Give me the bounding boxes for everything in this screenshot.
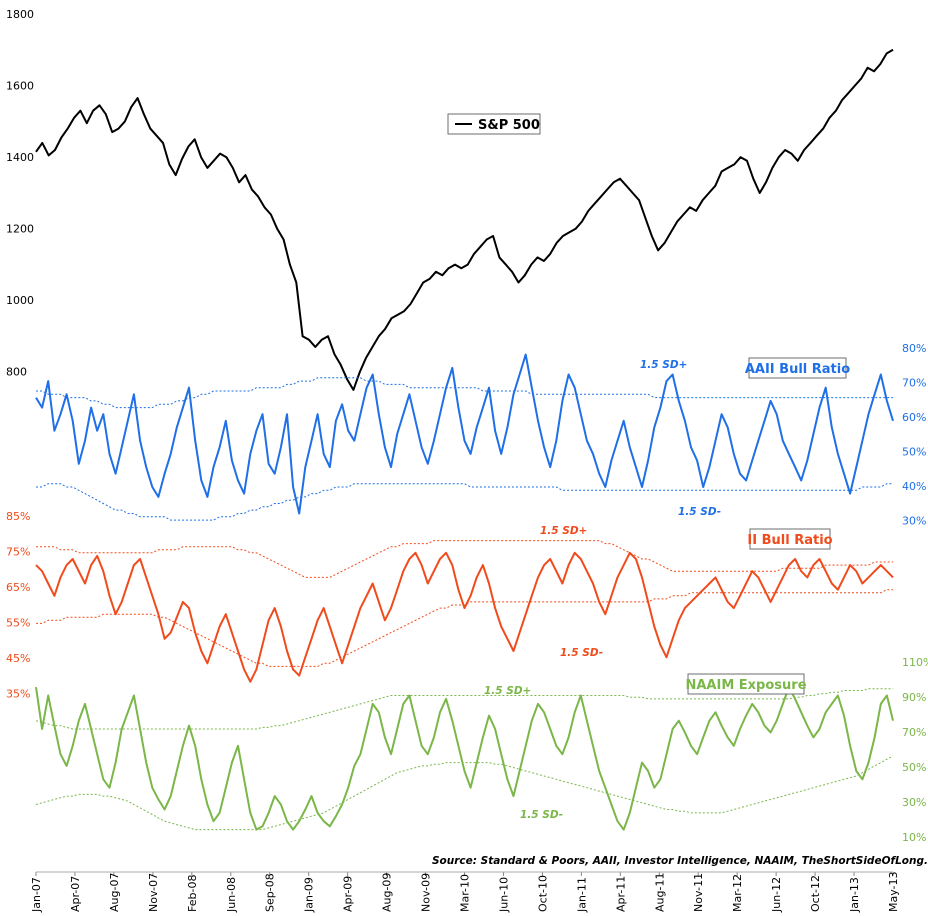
band-label: 1.5 SD- bbox=[678, 506, 721, 518]
source-note: Source: Standard & Poors, AAII, Investor… bbox=[432, 855, 928, 867]
band-label: 1.5 SD+ bbox=[640, 359, 687, 371]
legend-box bbox=[447, 113, 541, 135]
y-tick-label: 50% bbox=[902, 446, 926, 459]
x-tick-label: Nov-09 bbox=[420, 873, 433, 912]
y-tick-label: 1000 bbox=[6, 294, 34, 307]
legend-box bbox=[687, 673, 805, 695]
legend-label: AAII Bull Ratio bbox=[745, 362, 850, 377]
x-tick-label: Jan-11 bbox=[575, 877, 588, 913]
legend-box bbox=[749, 528, 831, 550]
y-tick-label: 45% bbox=[6, 652, 30, 665]
x-tick-label: Aug-11 bbox=[653, 873, 666, 912]
y-tick-label: 30% bbox=[902, 515, 926, 528]
x-tick-label: Jan-13 bbox=[848, 877, 861, 913]
y-tick-label: 90% bbox=[902, 691, 926, 704]
series-line bbox=[35, 48, 894, 391]
x-tick-label: Oct-10 bbox=[536, 875, 549, 912]
y-tick-label: 55% bbox=[6, 617, 30, 630]
y-tick-label: 1600 bbox=[6, 80, 34, 93]
y-tick-label: 10% bbox=[902, 831, 926, 844]
aaii-panel: 80% 70% 60% 50% 40% 30% 1.5 SD+ 1.5 SD- AAII Bul… bbox=[35, 342, 926, 528]
x-tick-label: Jun-08 bbox=[225, 877, 238, 913]
y-tick-label: 35% bbox=[6, 688, 30, 701]
band-line bbox=[36, 540, 893, 578]
x-tick-label: Nov-07 bbox=[147, 873, 160, 912]
x-tick-label: Apr-09 bbox=[342, 876, 355, 912]
y-tick-label: 110% bbox=[902, 656, 928, 669]
legend-box bbox=[748, 357, 847, 379]
sp500-panel: 1800 1600 1400 1200 1000 800 S&P 500 bbox=[6, 8, 894, 391]
y-tick-label: 40% bbox=[902, 480, 926, 493]
x-tick-label: Jan-09 bbox=[303, 877, 316, 913]
legend-label: S&P 500 bbox=[478, 118, 540, 133]
y-tick-label: 1400 bbox=[6, 151, 34, 164]
x-tick-label: Aug-09 bbox=[381, 873, 394, 912]
x-tick-label: Feb-08 bbox=[186, 875, 199, 912]
x-tick-label: Sep-08 bbox=[264, 873, 277, 912]
y-tick-label: 1200 bbox=[6, 223, 34, 236]
legend-label: II Bull Ratio bbox=[747, 533, 832, 548]
naaim-panel: 110% 90% 70% 50% 30% 10% 1.5 SD+ 1.5 SD- NAAIM E… bbox=[35, 656, 928, 844]
x-tick-label: Apr-11 bbox=[614, 876, 627, 912]
y-tick-label: 50% bbox=[902, 761, 926, 774]
legend-label: NAAIM Exposure bbox=[685, 678, 806, 693]
x-tick-label: Aug-07 bbox=[108, 873, 121, 912]
series-line bbox=[35, 686, 894, 831]
y-tick-label: 85% bbox=[6, 510, 30, 523]
band-label: 1.5 SD+ bbox=[540, 525, 587, 537]
y-tick-label: 75% bbox=[6, 546, 30, 559]
x-tick-label: Apr-07 bbox=[69, 876, 82, 912]
band-label: 1.5 SD+ bbox=[484, 685, 531, 697]
series-line bbox=[35, 551, 894, 683]
x-tick-label: Nov-11 bbox=[692, 873, 705, 912]
x-tick-label: May-13 bbox=[887, 871, 900, 912]
x-tick-label: Jun-10 bbox=[497, 877, 510, 913]
y-tick-label: 60% bbox=[902, 411, 926, 424]
band-label: 1.5 SD- bbox=[520, 809, 563, 821]
band-line bbox=[36, 589, 893, 667]
x-tick-label: Mar-12 bbox=[731, 874, 744, 912]
x-tick-label: Jan-07 bbox=[30, 877, 43, 913]
y-tick-label: 65% bbox=[6, 581, 30, 594]
x-tick-label: Oct-12 bbox=[809, 875, 822, 912]
ii-panel: 85% 75% 65% 55% 45% 35% 1.5 SD+ 1.5 SD- II Bull … bbox=[6, 510, 894, 701]
y-tick-label: 1800 bbox=[6, 8, 34, 21]
x-axis: Jan-07 Apr-07 Aug-07 Nov-07 Feb-08 Jun-08 Sep-… bbox=[30, 871, 900, 913]
x-tick-label: Jun-12 bbox=[770, 877, 783, 913]
band-line bbox=[36, 377, 893, 409]
y-tick-label: 70% bbox=[902, 377, 926, 390]
band-label: 1.5 SD- bbox=[560, 647, 603, 659]
y-tick-label: 80% bbox=[902, 342, 926, 355]
y-tick-label: 800 bbox=[6, 366, 27, 379]
band-line bbox=[35, 688, 893, 730]
band-line bbox=[35, 755, 894, 831]
series-line bbox=[35, 353, 894, 515]
band-line bbox=[36, 483, 893, 521]
y-tick-label: 70% bbox=[902, 726, 926, 739]
x-tick-label: Mar-10 bbox=[459, 874, 472, 912]
y-tick-label: 30% bbox=[902, 796, 926, 809]
